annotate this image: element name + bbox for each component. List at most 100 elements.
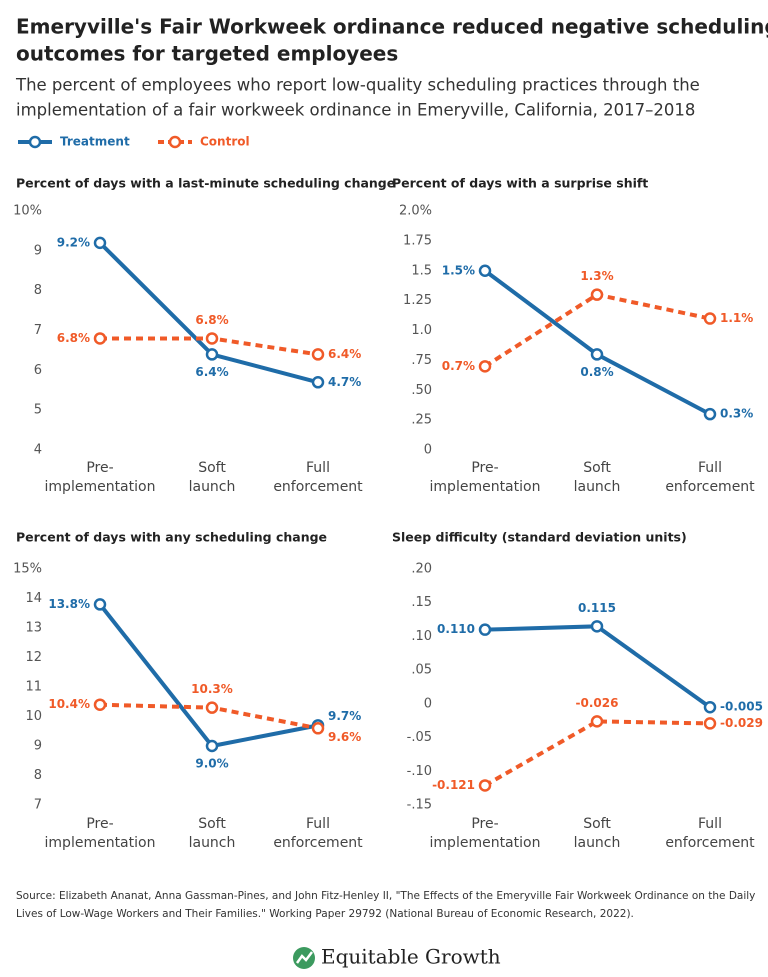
data-label: 9.0% — [195, 757, 228, 771]
source: Source: Elizabeth Ananat, Anna Gassman-P… — [16, 890, 755, 902]
data-point — [311, 348, 325, 361]
y-tick-label: 2.0% — [399, 204, 432, 219]
x-tick-label: Full — [698, 460, 722, 476]
subtitle: implementation of a fair workweek ordina… — [16, 101, 695, 120]
x-tick-label: Full — [306, 816, 330, 832]
data-point — [93, 236, 107, 250]
data-point — [703, 717, 717, 730]
data-point — [205, 332, 219, 345]
x-tick-label: Pre- — [86, 816, 113, 832]
x-tick-label: implementation — [45, 835, 156, 851]
y-tick-label: 0 — [424, 443, 432, 458]
y-tick-label: 11 — [25, 680, 42, 695]
y-tick-label: 14 — [25, 591, 42, 606]
logo-icon — [293, 947, 315, 969]
data-label: 1.1% — [720, 311, 753, 325]
data-point — [703, 312, 717, 325]
x-tick-label: Pre- — [471, 460, 498, 476]
y-tick-label: 1.0 — [411, 323, 432, 338]
data-point — [478, 360, 492, 373]
x-tick-label: Soft — [198, 816, 226, 832]
data-label: 4.7% — [328, 375, 361, 389]
data-point — [590, 348, 604, 361]
data-point — [311, 376, 325, 389]
x-tick-label: launch — [189, 479, 236, 495]
source: Lives of Low-Wage Workers and Their Fami… — [16, 908, 634, 920]
data-point — [93, 698, 107, 711]
data-label: -0.029 — [720, 716, 763, 730]
x-tick-label: launch — [574, 479, 621, 495]
y-tick-label: 7 — [34, 798, 42, 813]
x-tick-label: Full — [698, 816, 722, 832]
data-label: 1.5% — [442, 263, 475, 277]
data-point — [478, 623, 492, 636]
data-label: 0.110 — [437, 622, 475, 636]
y-tick-label: .75 — [411, 353, 432, 368]
legend-marker — [168, 135, 182, 149]
x-tick-label: Soft — [583, 816, 611, 832]
x-tick-label: enforcement — [273, 835, 363, 851]
data-label: 6.8% — [57, 331, 90, 345]
x-tick-label: implementation — [45, 479, 156, 495]
data-point — [205, 701, 219, 714]
data-label: 0.8% — [580, 365, 613, 379]
title: outcomes for targeted employees — [16, 42, 398, 66]
y-tick-label: .25 — [411, 413, 432, 428]
x-tick-label: Pre- — [86, 460, 113, 476]
data-point — [93, 332, 107, 345]
y-tick-label: 12 — [25, 650, 42, 665]
y-tick-label: 1.25 — [403, 293, 432, 308]
panel-title: Sleep difficulty (standard deviation uni… — [392, 530, 687, 545]
y-tick-label: 8 — [34, 768, 42, 783]
x-tick-label: Soft — [198, 460, 226, 476]
x-tick-label: implementation — [430, 835, 541, 851]
y-tick-label: 9 — [34, 243, 42, 258]
data-label: 6.8% — [195, 313, 228, 327]
y-tick-label: 1.75 — [403, 233, 432, 248]
panel-title: Percent of days with a surprise shift — [392, 176, 648, 191]
data-label: -0.026 — [576, 696, 619, 710]
data-label: -0.121 — [432, 778, 475, 792]
title: Emeryville's Fair Workweek ordinance red… — [16, 15, 768, 39]
data-label: 9.6% — [328, 730, 361, 744]
y-tick-label: 5 — [34, 403, 42, 418]
y-tick-label: .20 — [411, 562, 432, 577]
y-tick-label: 4 — [34, 443, 42, 458]
data-point — [590, 620, 604, 633]
data-label: 6.4% — [328, 347, 361, 361]
legend-marker — [28, 135, 42, 149]
y-tick-label: -.10 — [407, 764, 432, 779]
y-tick-label: 6 — [34, 363, 42, 378]
data-point — [93, 598, 107, 611]
y-tick-label: 9 — [34, 739, 42, 754]
x-tick-label: implementation — [430, 479, 541, 495]
x-tick-label: launch — [574, 835, 621, 851]
y-tick-label: 7 — [34, 323, 42, 338]
y-tick-label: 8 — [34, 283, 42, 298]
data-label: 1.3% — [580, 269, 613, 283]
data-label: 10.4% — [48, 697, 90, 711]
data-point — [478, 779, 492, 792]
data-point — [205, 739, 219, 753]
data-label: 13.8% — [48, 597, 90, 611]
series-line — [484, 719, 711, 788]
data-point — [703, 407, 717, 421]
logo-text: Equitable Growth — [321, 945, 501, 969]
y-tick-label: 1.5 — [411, 263, 432, 278]
data-label: 9.2% — [57, 235, 90, 249]
x-tick-label: Pre- — [471, 816, 498, 832]
legend-label: Treatment — [60, 135, 130, 149]
y-tick-label: 10% — [13, 204, 42, 219]
x-tick-label: enforcement — [273, 479, 363, 495]
x-tick-label: Full — [306, 460, 330, 476]
series-line — [98, 603, 319, 749]
data-point — [311, 722, 325, 735]
data-label: 0.3% — [720, 407, 753, 421]
y-tick-label: 15% — [13, 562, 42, 577]
y-tick-label: -.05 — [407, 730, 432, 745]
data-point — [590, 288, 604, 301]
data-label: 0.7% — [442, 359, 475, 373]
x-tick-label: enforcement — [665, 479, 755, 495]
data-label: 6.4% — [195, 365, 228, 379]
data-point — [205, 348, 219, 361]
